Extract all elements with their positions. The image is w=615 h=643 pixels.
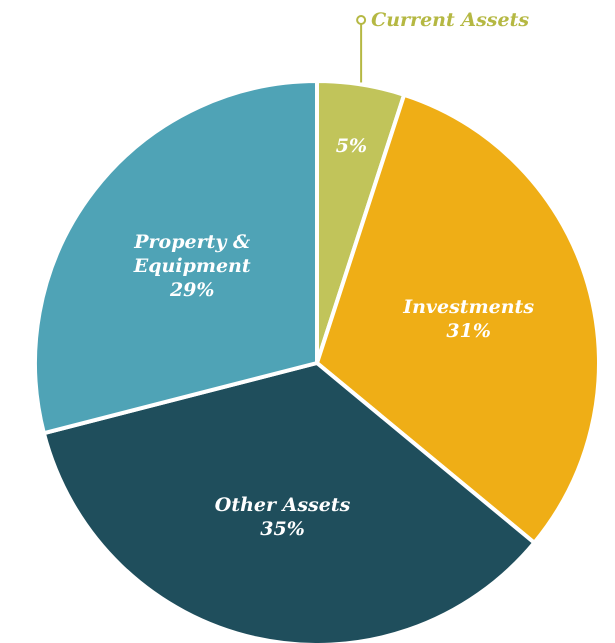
slice-name: Property & Equipment: [133, 231, 251, 278]
slice-name: Current Assets: [371, 9, 530, 31]
slice-value: 5%: [335, 134, 368, 157]
slice-label: Property & Equipment 29%: [117, 230, 267, 302]
slice-label: Other Assets 35%: [208, 493, 358, 541]
slice-name: Investments: [403, 295, 535, 318]
slice-value: 29%: [169, 279, 215, 302]
slice-value: 31%: [446, 319, 491, 342]
pie-slice: [41, 360, 538, 643]
slice-label: 5%: [276, 134, 426, 158]
slice-value: 35%: [260, 518, 305, 541]
slice-label: Investments 31%: [394, 295, 544, 343]
pie-slice: [314, 92, 601, 546]
slice-name: Other Assets: [214, 494, 351, 517]
pie-slice: [33, 78, 319, 436]
leader-dot: [356, 15, 367, 25]
